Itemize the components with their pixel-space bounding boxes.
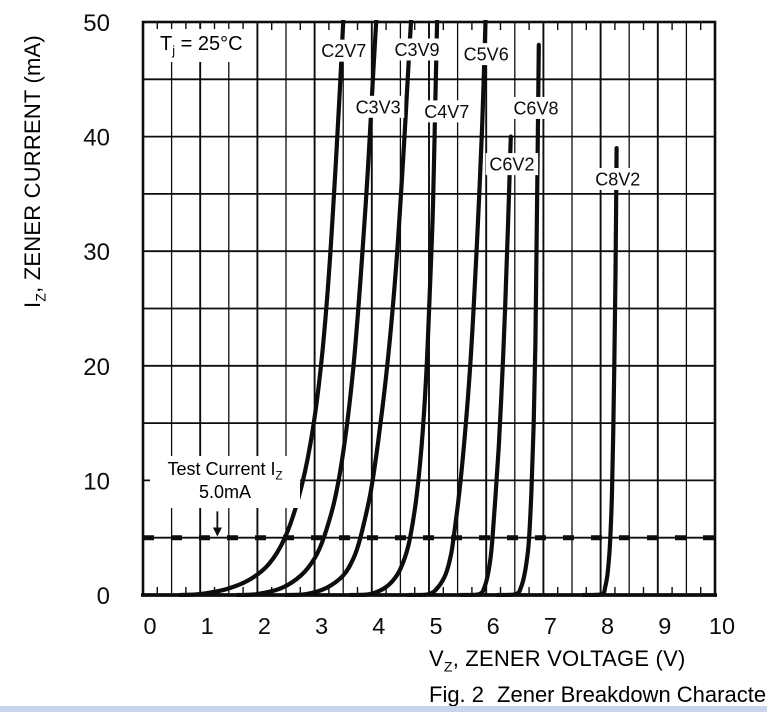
curve-C3V3 (235, 20, 379, 597)
curve-C3V9 (283, 20, 414, 597)
curve-label-C6V2: C6V2 (489, 155, 534, 175)
curve-label-C3V3: C3V3 (356, 97, 401, 117)
page-bottom-strip (0, 706, 767, 712)
x-tick-label-2: 2 (258, 613, 271, 639)
x-tick-label-4: 4 (372, 613, 385, 639)
x-tick-label-9: 9 (658, 613, 671, 639)
curve-C5V6 (406, 20, 488, 597)
curve-label-C4V7: C4V7 (424, 102, 469, 122)
curve-C2V7 (178, 20, 346, 597)
test-current-arrow-head (212, 527, 222, 537)
curve-label-box-C4V7 (420, 100, 473, 123)
test-current-annotation: Test Current IZ 5.0mA (150, 456, 300, 508)
y-tick-label-40: 40 (83, 125, 110, 152)
curve-label-C3V9: C3V9 (394, 40, 439, 60)
curve-label-box-C2V7 (317, 39, 370, 62)
curve-C4V7 (348, 20, 440, 597)
curve-label-box-C3V3 (351, 95, 405, 118)
x-tick-label-7: 7 (544, 613, 557, 639)
curve-label-C5V6: C5V6 (464, 45, 509, 65)
y-tick-label-10: 10 (83, 468, 110, 495)
curve-label-C2V7: C2V7 (321, 41, 366, 61)
tj-sub: j (172, 43, 176, 58)
x-tick-label-8: 8 (601, 613, 614, 639)
junction-temp-annotation: Tj = 25°C (150, 29, 253, 62)
curve-C6V2 (458, 134, 513, 597)
caption-fig-number: Fig. 2 (429, 682, 485, 707)
x-tick-label-6: 6 (487, 613, 500, 639)
curve-C6V8 (495, 42, 541, 597)
test-current-line2: 5.0mA (198, 482, 252, 502)
y-tick-label-30: 30 (83, 239, 110, 266)
y-tick-label-0: 0 (97, 583, 110, 610)
curve-label-C8V2: C8V2 (595, 170, 640, 190)
y-tick-label-20: 20 (83, 354, 110, 381)
x-tick-label-0: 0 (143, 613, 156, 639)
caption-text: Zener Breakdown Characteristics (497, 682, 767, 707)
x-tick-label-5: 5 (429, 613, 442, 639)
test-current-line1: Test Current IZ (167, 459, 283, 483)
tj-pre: T (160, 33, 173, 55)
curve-label-box-C3V9 (390, 38, 444, 61)
curve-C8V2 (581, 146, 619, 597)
curve-label-box-C6V8 (509, 96, 563, 119)
x-tick-label-1: 1 (201, 613, 214, 639)
x-tick-label-10: 10 (709, 613, 735, 639)
curve-label-box-C6V2 (485, 153, 539, 176)
y-tick-label-50: 50 (83, 10, 110, 37)
curves-group (178, 20, 619, 597)
curve-label-C6V8: C6V8 (513, 98, 558, 118)
tj-post: = 25°C (175, 33, 243, 55)
curve-label-box-C5V6 (460, 43, 513, 66)
x-tick-label-3: 3 (315, 613, 328, 639)
curve-label-box-C8V2 (591, 168, 644, 191)
